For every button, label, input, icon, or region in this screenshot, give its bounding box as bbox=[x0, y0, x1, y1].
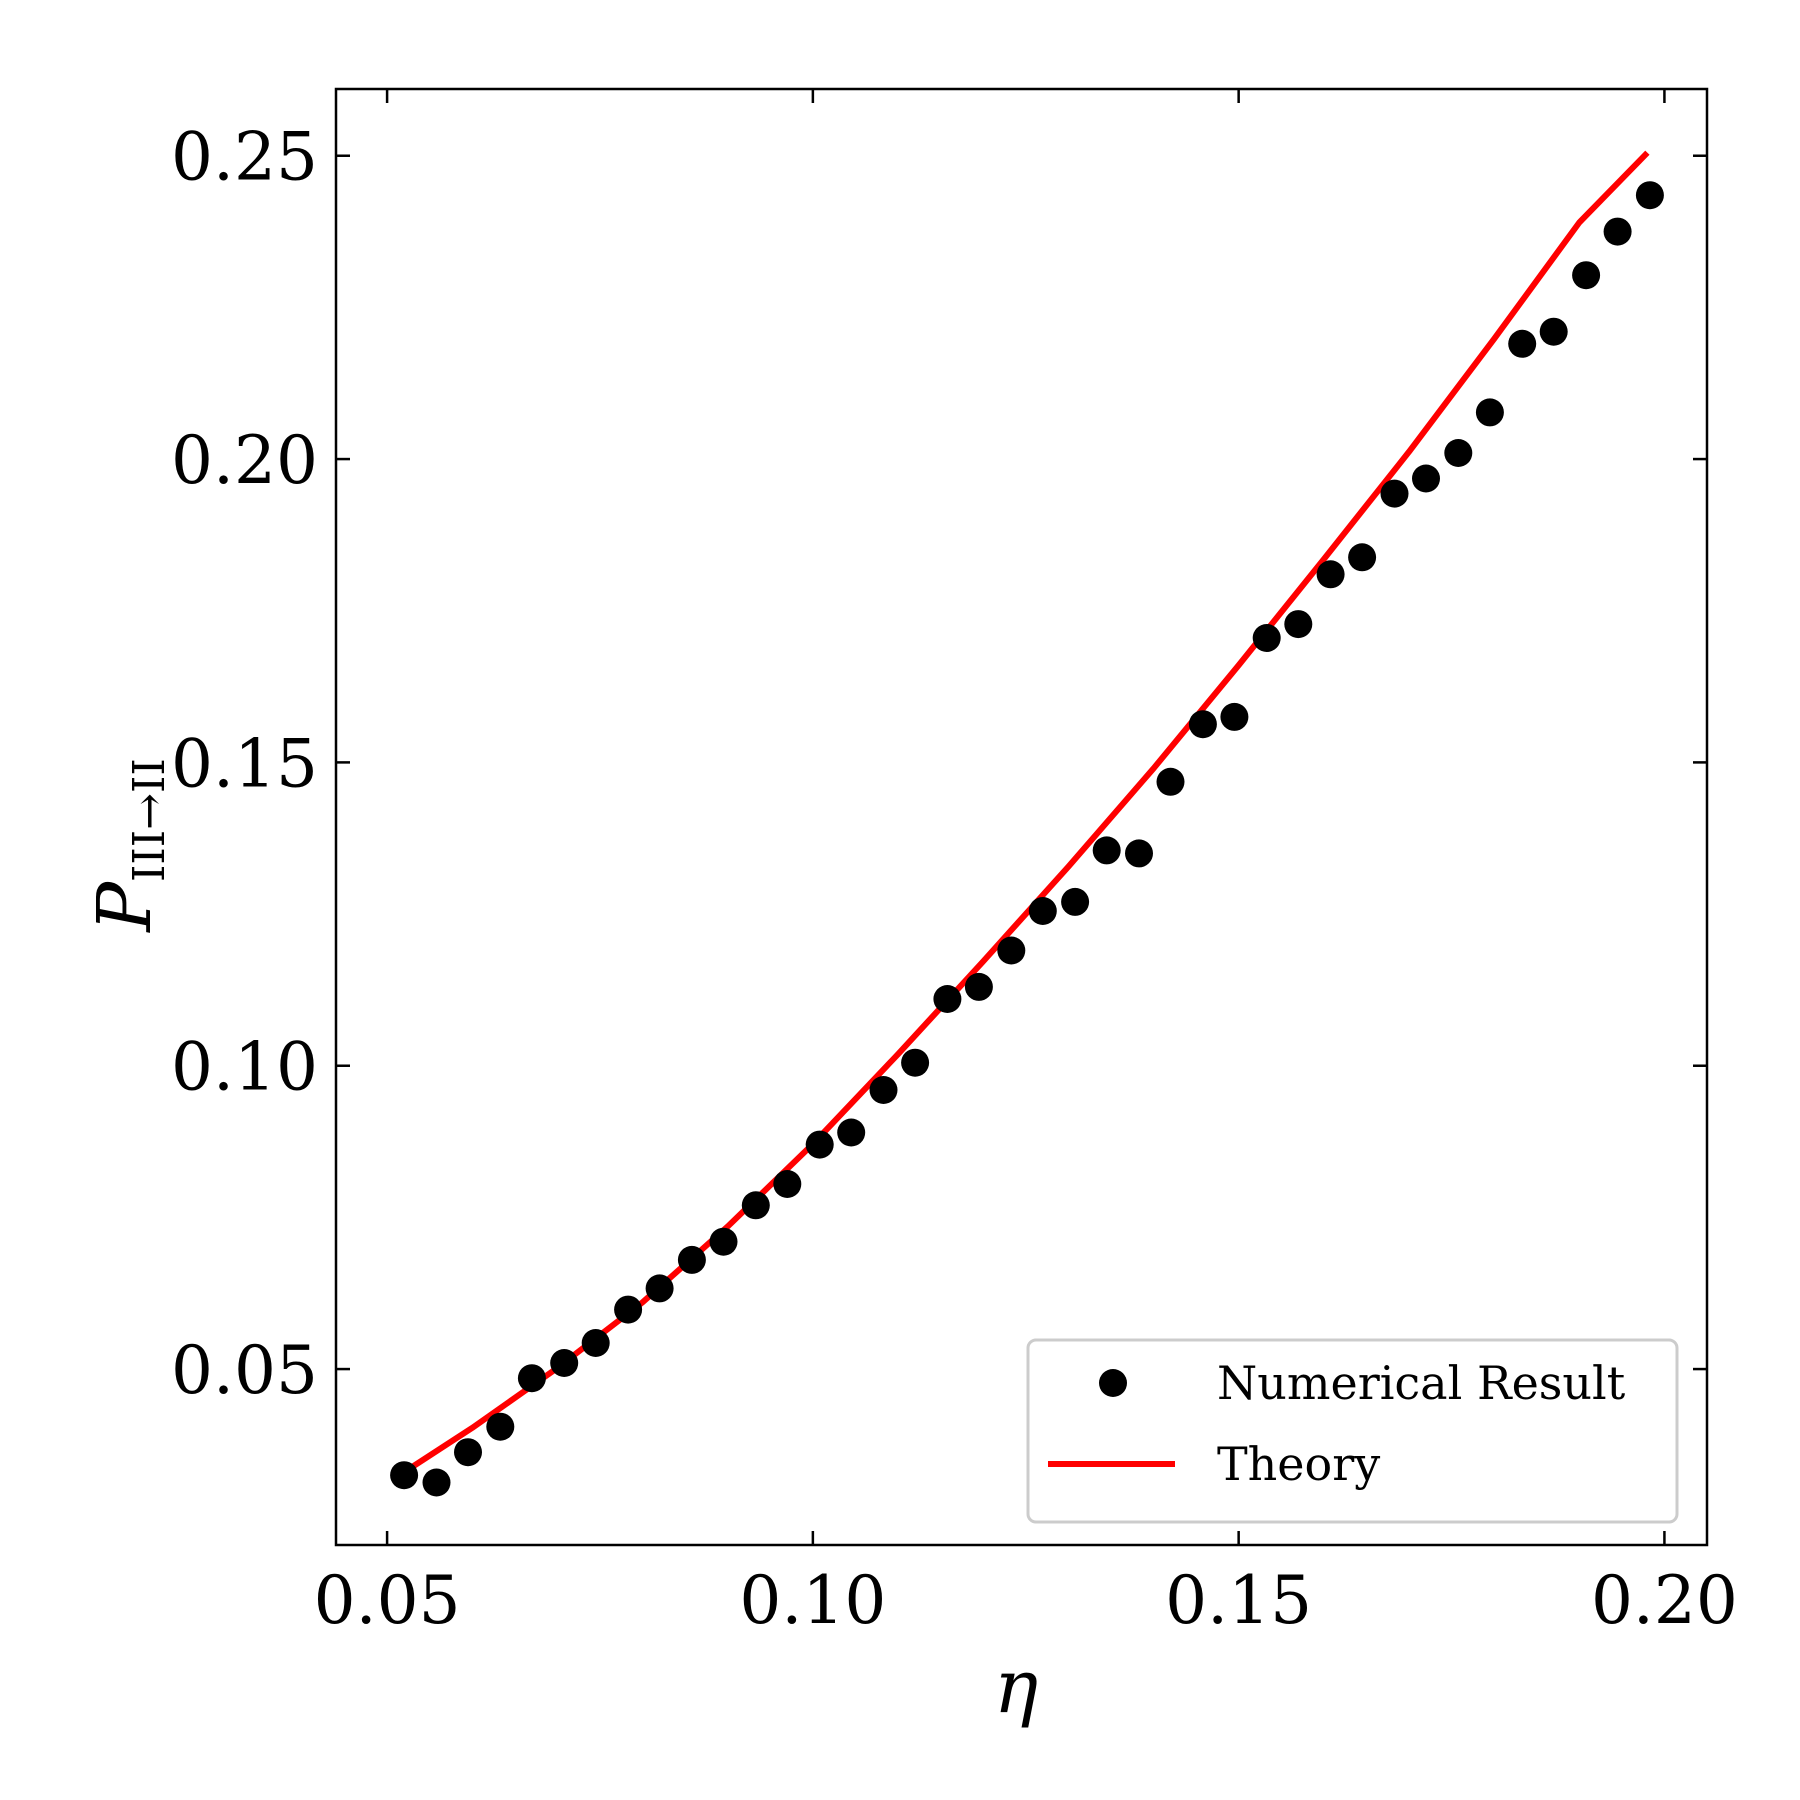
data-point bbox=[422, 1468, 451, 1497]
legend-box bbox=[1026, 1338, 1679, 1524]
data-point bbox=[1444, 439, 1473, 467]
legend-marker-numerical-result bbox=[1099, 1369, 1127, 1397]
y-tick-label: 0.10 bbox=[171, 1029, 318, 1106]
data-point bbox=[997, 936, 1026, 965]
data-point bbox=[1508, 329, 1537, 358]
data-point bbox=[1572, 261, 1601, 290]
y-axis-label: PIII→II bbox=[82, 758, 175, 934]
theory-line bbox=[402, 150, 1650, 1475]
x-axis-label: η bbox=[994, 1644, 1038, 1730]
data-point bbox=[837, 1118, 866, 1147]
data-point bbox=[1284, 610, 1313, 639]
x-tick-label: 0.10 bbox=[739, 1562, 886, 1639]
data-point bbox=[581, 1329, 610, 1357]
data-point bbox=[964, 972, 993, 1001]
plot-frame bbox=[334, 87, 1709, 1547]
data-point bbox=[1412, 464, 1440, 493]
data-point bbox=[614, 1295, 643, 1324]
data-point bbox=[1316, 560, 1345, 589]
data-point bbox=[1635, 181, 1664, 210]
y-tick-label: 0.05 bbox=[171, 1332, 318, 1409]
data-point bbox=[1348, 543, 1377, 572]
y-tick-label: 0.25 bbox=[171, 119, 318, 196]
data-point bbox=[1092, 836, 1121, 865]
x-tick-label: 0.15 bbox=[1165, 1562, 1312, 1639]
data-point bbox=[1061, 887, 1090, 916]
data-point bbox=[1475, 398, 1504, 427]
data-point bbox=[550, 1349, 579, 1377]
y-tick-label: 0.15 bbox=[171, 725, 318, 802]
y-tick-label: 0.20 bbox=[171, 422, 318, 499]
data-point bbox=[709, 1227, 738, 1256]
legend-label-numerical-result: Numerical Result bbox=[1217, 1356, 1626, 1410]
data-point bbox=[1252, 624, 1281, 652]
data-point bbox=[805, 1130, 834, 1159]
data-point bbox=[1603, 217, 1632, 246]
x-tick-label: 0.20 bbox=[1591, 1562, 1738, 1639]
data-point bbox=[677, 1245, 706, 1274]
data-point bbox=[1125, 839, 1153, 868]
data-point bbox=[645, 1274, 674, 1303]
data-point bbox=[1188, 710, 1217, 739]
data-point bbox=[517, 1364, 546, 1393]
data-point bbox=[901, 1048, 930, 1077]
data-point bbox=[1380, 479, 1409, 508]
legend: Numerical Result Theory bbox=[1026, 1338, 1679, 1524]
data-point bbox=[454, 1438, 482, 1467]
data-point bbox=[390, 1461, 419, 1490]
y-axis-label-subscript: III→II bbox=[124, 758, 175, 882]
data-point bbox=[741, 1191, 770, 1220]
data-point bbox=[933, 985, 962, 1013]
legend-label-theory: Theory bbox=[1217, 1437, 1380, 1491]
x-tick-label: 0.05 bbox=[314, 1562, 461, 1639]
data-point bbox=[486, 1412, 515, 1441]
data-point bbox=[1539, 317, 1568, 346]
data-point bbox=[869, 1076, 898, 1104]
y-axis-label-main: P bbox=[82, 881, 168, 934]
data-point bbox=[1220, 702, 1249, 731]
data-point bbox=[1156, 767, 1185, 796]
data-point bbox=[1028, 897, 1057, 925]
data-point bbox=[773, 1170, 802, 1198]
